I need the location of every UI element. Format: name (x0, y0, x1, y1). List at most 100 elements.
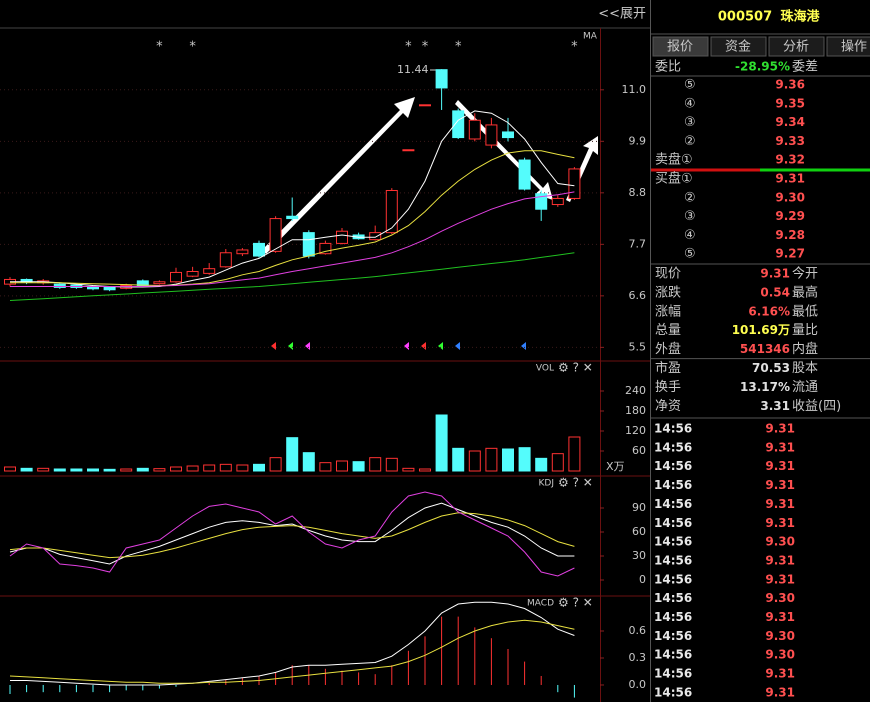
volume-bar (153, 468, 166, 472)
candle-body (302, 232, 315, 257)
tick-time: 14:56 (654, 685, 692, 699)
volume-bar (186, 465, 199, 472)
tick-time: 14:56 (654, 516, 692, 530)
volume-bar (70, 468, 83, 472)
y-tick-label: 120 (625, 424, 646, 437)
tick-price: 9.30 (765, 591, 795, 605)
trend-arrow (262, 97, 415, 254)
stat-label2: 股本 (792, 361, 818, 376)
volume-bar (136, 467, 149, 472)
volume-bar (352, 461, 365, 472)
tick-time: 14:56 (654, 440, 692, 454)
tab[interactable] (710, 36, 767, 57)
y-tick-label: 7.7 (629, 237, 647, 250)
book-price: 9.27 (775, 247, 805, 261)
stat-label2: 收益(四) (792, 399, 841, 414)
high-annotation: 11.44 (397, 63, 429, 76)
candle-body (402, 149, 415, 152)
ma-label: MA (583, 32, 598, 42)
signal-triangles (271, 342, 526, 350)
y-tick-label: 0 (639, 573, 646, 586)
book-label: ③ (684, 209, 696, 224)
y-tick-label: 5.5 (629, 340, 647, 353)
tick-time: 14:56 (654, 459, 692, 473)
stat-label2: 内盘 (792, 341, 818, 357)
stat-label: 市盈 (655, 360, 681, 376)
indicator-title: KDJ (539, 479, 555, 489)
book-label: ④ (684, 228, 696, 243)
candle-body (253, 242, 265, 257)
volume-bar (53, 468, 66, 472)
book-price: 9.34 (775, 115, 805, 129)
stat-value: 9.31 (760, 267, 790, 281)
volume-bar (435, 414, 448, 472)
tab-label[interactable]: 分析 (783, 40, 809, 55)
candle-body (452, 110, 465, 139)
y-tick-label: 0.6 (629, 624, 647, 637)
tab[interactable] (768, 36, 825, 57)
kdj-line (9, 502, 575, 565)
book-price: 9.35 (775, 96, 805, 110)
stat-label: 总量 (655, 323, 681, 338)
tick-price: 9.31 (765, 440, 795, 454)
y-tick-label: 11.0 (622, 83, 647, 96)
candle-body (535, 193, 548, 210)
tick-time: 14:56 (654, 572, 692, 586)
volume-bar (551, 453, 564, 472)
book-label: ⑤ (684, 78, 696, 93)
tab[interactable] (652, 36, 709, 57)
candle-body (203, 268, 216, 274)
unit-label: X万 (606, 460, 625, 473)
volume-bar (402, 467, 415, 472)
candle-body (419, 104, 431, 107)
stat-label: 涨跌 (655, 284, 681, 300)
tab-label[interactable]: 报价 (667, 40, 693, 55)
expand-button[interactable]: <<展开 (598, 7, 646, 22)
stat-value: 0.54 (760, 285, 790, 299)
volume-bar (170, 466, 182, 472)
tick-price: 9.31 (765, 422, 795, 436)
ma-line (10, 150, 575, 287)
book-label: 卖盘① (655, 152, 693, 168)
volume-bar (502, 448, 514, 472)
tab-label[interactable]: 操作 (841, 39, 867, 55)
volume-bar (452, 447, 465, 472)
tick-price: 9.31 (765, 610, 795, 624)
y-tick-label: 60 (632, 525, 646, 538)
tab[interactable] (826, 36, 870, 57)
tab-label[interactable]: 资金 (725, 39, 751, 55)
book-label: ② (684, 134, 696, 149)
tick-price: 9.31 (765, 667, 795, 681)
indicator-icons: ⚙ ? ✕ (558, 476, 593, 490)
stat-label: 现价 (655, 267, 681, 282)
book-label: 买盘① (655, 171, 693, 187)
volume-bar (120, 468, 133, 472)
volume-bar (568, 436, 581, 472)
kdj-line (9, 491, 575, 577)
candle-body (170, 271, 182, 283)
book-label: ④ (684, 96, 696, 111)
tick-time: 14:56 (654, 648, 692, 662)
candle-body (236, 249, 249, 255)
candle-body (435, 69, 448, 89)
signal-star: * (422, 40, 429, 55)
volume-bar (319, 462, 332, 472)
candle-body (385, 189, 398, 234)
volume-bar (485, 447, 498, 472)
stat-label2: 今开 (792, 266, 818, 282)
book-price: 9.31 (775, 172, 805, 186)
book-price: 9.29 (775, 209, 805, 223)
tick-price: 9.30 (765, 629, 795, 643)
tick-time: 14:56 (654, 610, 692, 624)
tick-price: 9.30 (765, 648, 795, 662)
ratio-label: 委比 (655, 60, 681, 75)
signal-star: * (156, 40, 163, 55)
tick-price: 9.31 (765, 478, 795, 492)
candle-body (518, 159, 531, 190)
volume-bar (419, 468, 431, 472)
tick-time: 14:56 (654, 535, 692, 549)
candle-body (568, 168, 581, 199)
ma-line (10, 191, 575, 287)
stock-code: 000507 (718, 10, 772, 25)
stock-name: 珠海港 (780, 9, 820, 25)
